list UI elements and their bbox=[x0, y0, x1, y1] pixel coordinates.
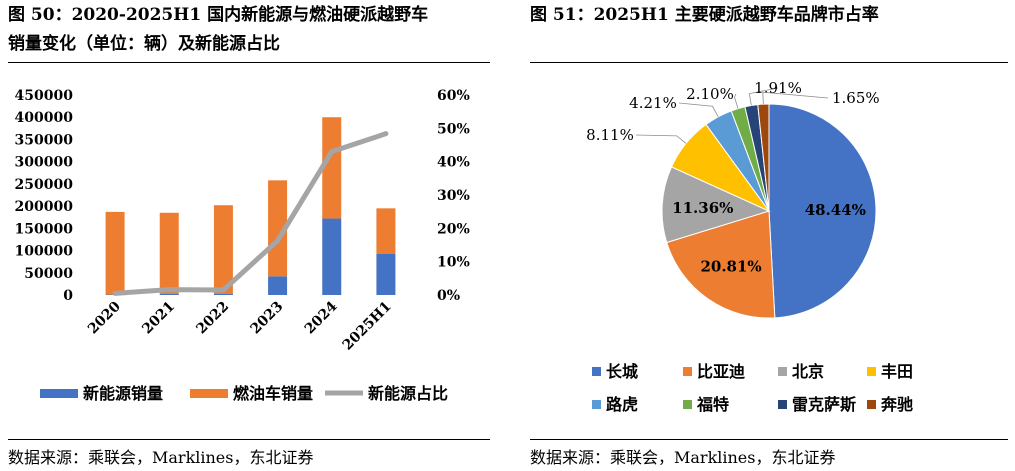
left-source-text: 数据来源：乘联会，Marklines，东北证券 bbox=[8, 448, 314, 467]
bar-segment bbox=[322, 117, 342, 219]
y-left-tick-label: 150000 bbox=[15, 221, 74, 237]
pie-data-label: 11.36% bbox=[672, 199, 733, 217]
legend-label: 奔驰 bbox=[880, 395, 913, 414]
bar-segment bbox=[268, 276, 288, 295]
pie-data-label: 1.91% bbox=[754, 79, 802, 97]
legend-label: 路虎 bbox=[606, 395, 638, 414]
bar-segment bbox=[376, 208, 396, 254]
y-right-tick-label: 0% bbox=[437, 288, 460, 304]
y-right-tick-label: 10% bbox=[437, 255, 470, 271]
legend-swatch bbox=[778, 400, 787, 409]
legend-label: 新能源销量 bbox=[83, 384, 163, 403]
right-title-rule bbox=[530, 62, 1008, 63]
legend-swatch bbox=[40, 389, 78, 398]
y-left-tick-label: 50000 bbox=[24, 266, 73, 282]
legend-swatch bbox=[592, 400, 601, 409]
y-right-tick-label: 20% bbox=[437, 221, 470, 237]
legend-swatch bbox=[778, 367, 787, 376]
pie-slice bbox=[661, 166, 771, 244]
legend-label: 长城 bbox=[606, 362, 638, 381]
pie-leader-line bbox=[748, 87, 779, 106]
legend-label: 北京 bbox=[792, 362, 824, 381]
legend-swatch bbox=[683, 367, 692, 376]
legend-swatch bbox=[683, 400, 692, 409]
legend-label: 比亚迪 bbox=[697, 362, 745, 381]
bar-segment bbox=[159, 212, 179, 294]
pie-leader-line bbox=[734, 93, 739, 109]
pie-data-label: 4.21% bbox=[629, 94, 677, 112]
legend-swatch bbox=[592, 367, 601, 376]
left-chart-title-line1: 图 50：2020-2025H1 国内新能源与燃油硬派越野车 bbox=[8, 5, 429, 25]
legend-label: 燃油车销量 bbox=[233, 384, 313, 403]
pie-leader-line bbox=[635, 134, 687, 144]
y-right-tick-label: 40% bbox=[437, 155, 470, 171]
y-right-tick-label: 60% bbox=[437, 88, 470, 104]
pie-data-label: 2.10% bbox=[686, 85, 734, 103]
legend-label: 丰田 bbox=[881, 362, 913, 381]
bar-segment bbox=[159, 293, 179, 295]
legend-swatch bbox=[867, 400, 876, 409]
y-left-tick-label: 200000 bbox=[15, 199, 74, 215]
left-chart-title-line2: 销量变化（单位：辆）及新能源占比 bbox=[8, 34, 280, 54]
y-right-tick-label: 30% bbox=[437, 188, 470, 204]
pie-data-label: 8.11% bbox=[586, 126, 634, 144]
legend-label: 雷克萨斯 bbox=[792, 395, 856, 414]
y-right-tick-label: 50% bbox=[437, 121, 470, 137]
y-left-tick-label: 250000 bbox=[15, 177, 74, 193]
legend-label: 福特 bbox=[696, 395, 729, 414]
bar-segment bbox=[376, 253, 396, 295]
share-line bbox=[112, 131, 389, 296]
y-left-tick-label: 300000 bbox=[15, 155, 74, 171]
legend-swatch bbox=[867, 367, 876, 376]
bar-line-chart: 0 50000 100000 150000 200000 250000 300000 3500… bbox=[15, 88, 470, 403]
legend-label: 新能源占比 bbox=[368, 384, 448, 403]
left-source-rule bbox=[8, 439, 490, 440]
pie-data-label: 1.65% bbox=[832, 89, 880, 107]
pie-data-label: 48.44% bbox=[805, 201, 866, 219]
y-left-tick-label: 350000 bbox=[15, 132, 74, 148]
y-left-tick-label: 100000 bbox=[15, 244, 74, 260]
pie-leader-line bbox=[678, 102, 719, 118]
pie-chart: 48.44% 20.81% 11.36% 8.11% 4.21% 2.10% 1.91% 1.… bbox=[586, 79, 913, 414]
right-source-text: 数据来源：乘联会，Marklines，东北证券 bbox=[530, 448, 836, 467]
pie-slice bbox=[666, 210, 776, 319]
left-title-rule bbox=[8, 62, 490, 63]
bar-segment bbox=[213, 293, 233, 295]
y-left-tick-label: 400000 bbox=[15, 110, 74, 126]
legend-swatch bbox=[190, 389, 228, 398]
bar-segment bbox=[268, 180, 288, 277]
bar-segment bbox=[322, 218, 342, 295]
pie-data-label: 20.81% bbox=[700, 257, 761, 275]
y-left-tick-label: 450000 bbox=[15, 88, 74, 104]
bar-segment bbox=[105, 211, 125, 295]
pie-leader-line bbox=[762, 91, 829, 105]
pie-slice bbox=[768, 103, 877, 319]
right-chart-title: 图 51：2025H1 主要硬派越野车品牌市占率 bbox=[530, 5, 879, 25]
y-left-tick-label: 0 bbox=[63, 288, 73, 304]
right-source-rule bbox=[530, 439, 1008, 440]
bar-segment bbox=[213, 205, 233, 294]
